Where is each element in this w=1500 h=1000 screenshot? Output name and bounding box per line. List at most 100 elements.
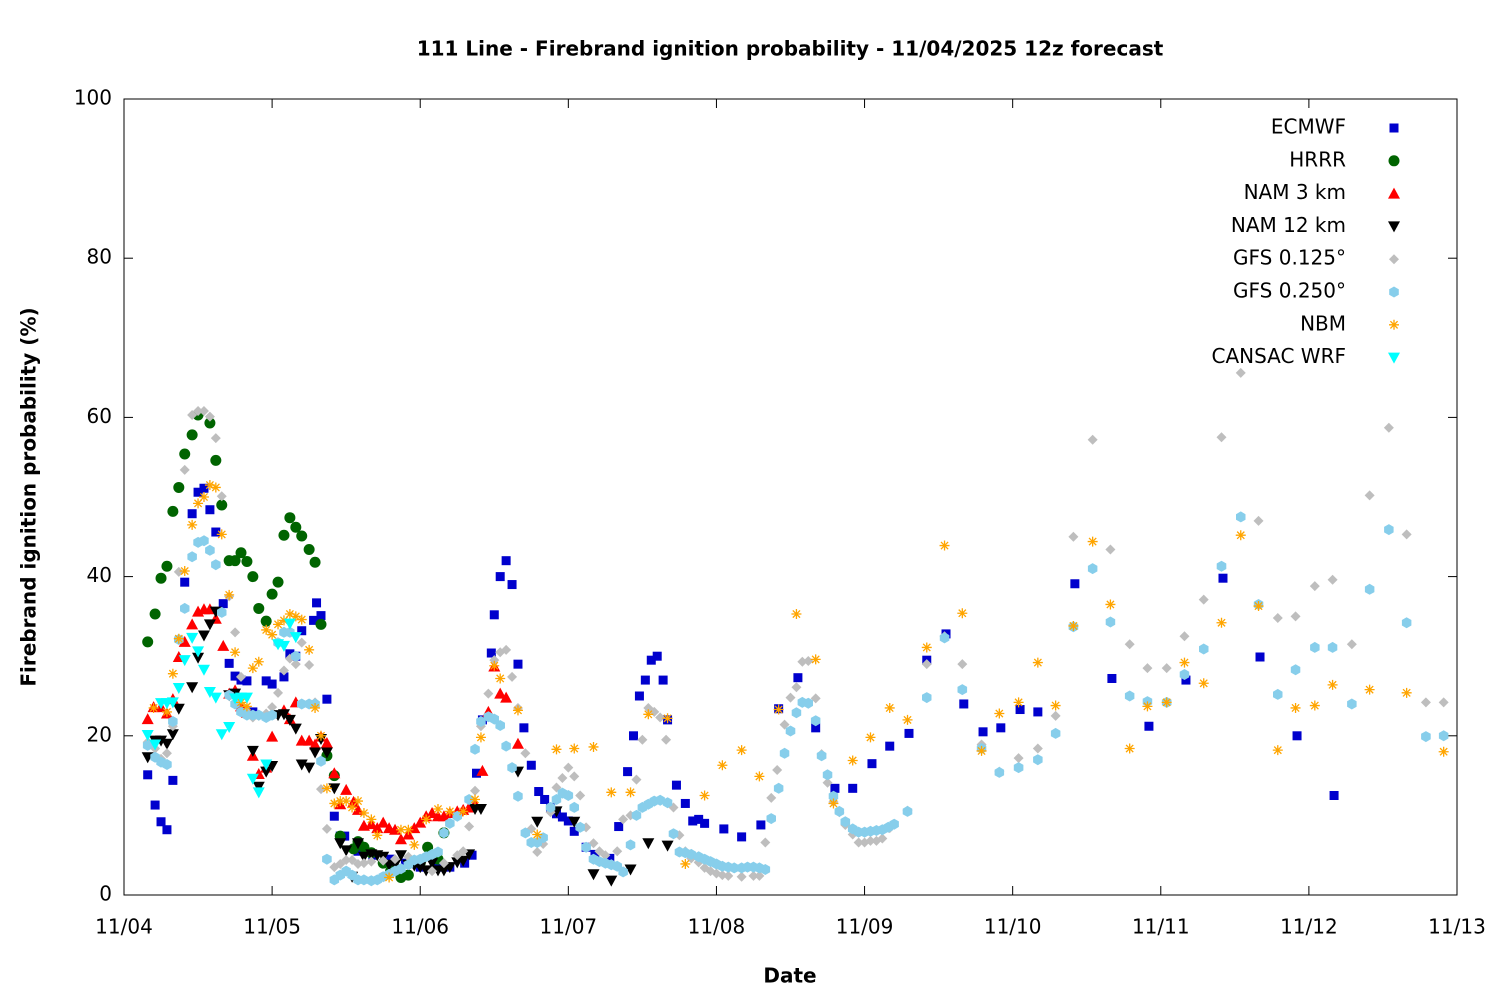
data-point	[297, 626, 307, 636]
data-point	[224, 689, 234, 701]
data-point	[810, 693, 821, 704]
data-point	[267, 679, 277, 689]
data-point	[358, 808, 369, 819]
data-point	[840, 816, 851, 828]
data-point	[662, 797, 673, 809]
data-point	[723, 870, 734, 881]
data-point	[394, 833, 407, 845]
data-point	[668, 828, 679, 840]
data-point	[216, 529, 227, 540]
data-point	[688, 816, 698, 826]
data-point	[631, 774, 642, 785]
data-point	[229, 555, 241, 567]
data-point	[433, 846, 443, 858]
data-point	[241, 701, 252, 712]
data-point	[563, 762, 574, 773]
data-point	[179, 566, 190, 577]
data-point	[289, 723, 302, 735]
data-point	[1438, 730, 1449, 742]
data-point	[847, 755, 858, 766]
data-point	[810, 654, 821, 665]
y-tick-label: 0	[99, 882, 112, 906]
data-point	[1290, 664, 1301, 676]
data-point	[217, 606, 227, 618]
data-point	[568, 816, 581, 828]
data-point	[1383, 422, 1394, 433]
data-point	[748, 870, 759, 881]
data-point	[489, 610, 499, 620]
data-point	[1292, 731, 1302, 741]
data-point	[658, 675, 668, 685]
data-point	[587, 869, 600, 881]
data-point	[779, 747, 790, 759]
data-point	[162, 759, 172, 770]
data-point	[347, 802, 358, 813]
data-point	[822, 777, 833, 788]
legend-label: HRRR	[1289, 147, 1346, 171]
data-point	[260, 766, 273, 778]
data-point	[717, 760, 728, 771]
data-point	[252, 781, 265, 793]
data-point	[403, 824, 414, 835]
data-point	[1124, 743, 1135, 754]
data-point	[501, 644, 512, 655]
x-tick-label: 11/08	[688, 915, 746, 939]
data-point	[822, 769, 833, 781]
data-point	[444, 806, 455, 817]
data-point	[1290, 611, 1301, 622]
data-point	[1050, 710, 1061, 721]
data-point	[377, 816, 390, 828]
data-point	[791, 609, 802, 620]
data-point	[160, 738, 173, 750]
data-point	[341, 854, 352, 865]
data-point	[624, 864, 637, 876]
data-point	[273, 687, 284, 698]
data-point	[309, 615, 319, 625]
data-point	[283, 714, 296, 726]
data-point	[204, 480, 215, 491]
data-point	[766, 813, 776, 825]
data-point	[495, 673, 506, 684]
data-point	[161, 748, 172, 759]
data-point	[197, 630, 210, 642]
data-point	[291, 650, 301, 662]
data-point	[625, 839, 636, 851]
data-point	[534, 787, 544, 797]
data-point	[1216, 617, 1227, 628]
data-point	[885, 741, 895, 751]
data-point	[304, 644, 315, 655]
data-point	[959, 699, 969, 709]
data-point	[476, 764, 489, 776]
data-point	[1107, 673, 1117, 683]
data-point	[1401, 687, 1412, 698]
legend-label: NBM	[1300, 311, 1346, 335]
legend-marker	[1388, 221, 1400, 233]
data-point	[640, 675, 650, 685]
data-point	[296, 530, 308, 542]
data-point	[180, 602, 190, 614]
data-point	[507, 580, 517, 590]
data-point	[168, 775, 178, 785]
data-point	[810, 715, 821, 727]
data-point	[629, 731, 639, 741]
data-point	[1087, 536, 1098, 547]
data-point	[273, 619, 284, 630]
data-point	[729, 862, 739, 874]
x-tick-label: 11/10	[984, 915, 1042, 939]
data-point	[489, 713, 499, 725]
data-point	[203, 687, 216, 699]
data-point	[148, 702, 159, 713]
y-tick-label: 40	[87, 563, 112, 587]
data-point	[289, 632, 302, 644]
data-point	[773, 704, 784, 715]
data-point	[470, 785, 481, 796]
data-point	[452, 810, 462, 822]
data-point	[421, 814, 432, 825]
data-point	[957, 659, 968, 670]
data-point	[793, 673, 803, 683]
y-tick-label: 20	[87, 722, 112, 746]
data-point	[180, 577, 190, 587]
data-point	[520, 827, 531, 839]
data-point	[437, 865, 450, 877]
x-axis-label: Date	[763, 964, 816, 988]
